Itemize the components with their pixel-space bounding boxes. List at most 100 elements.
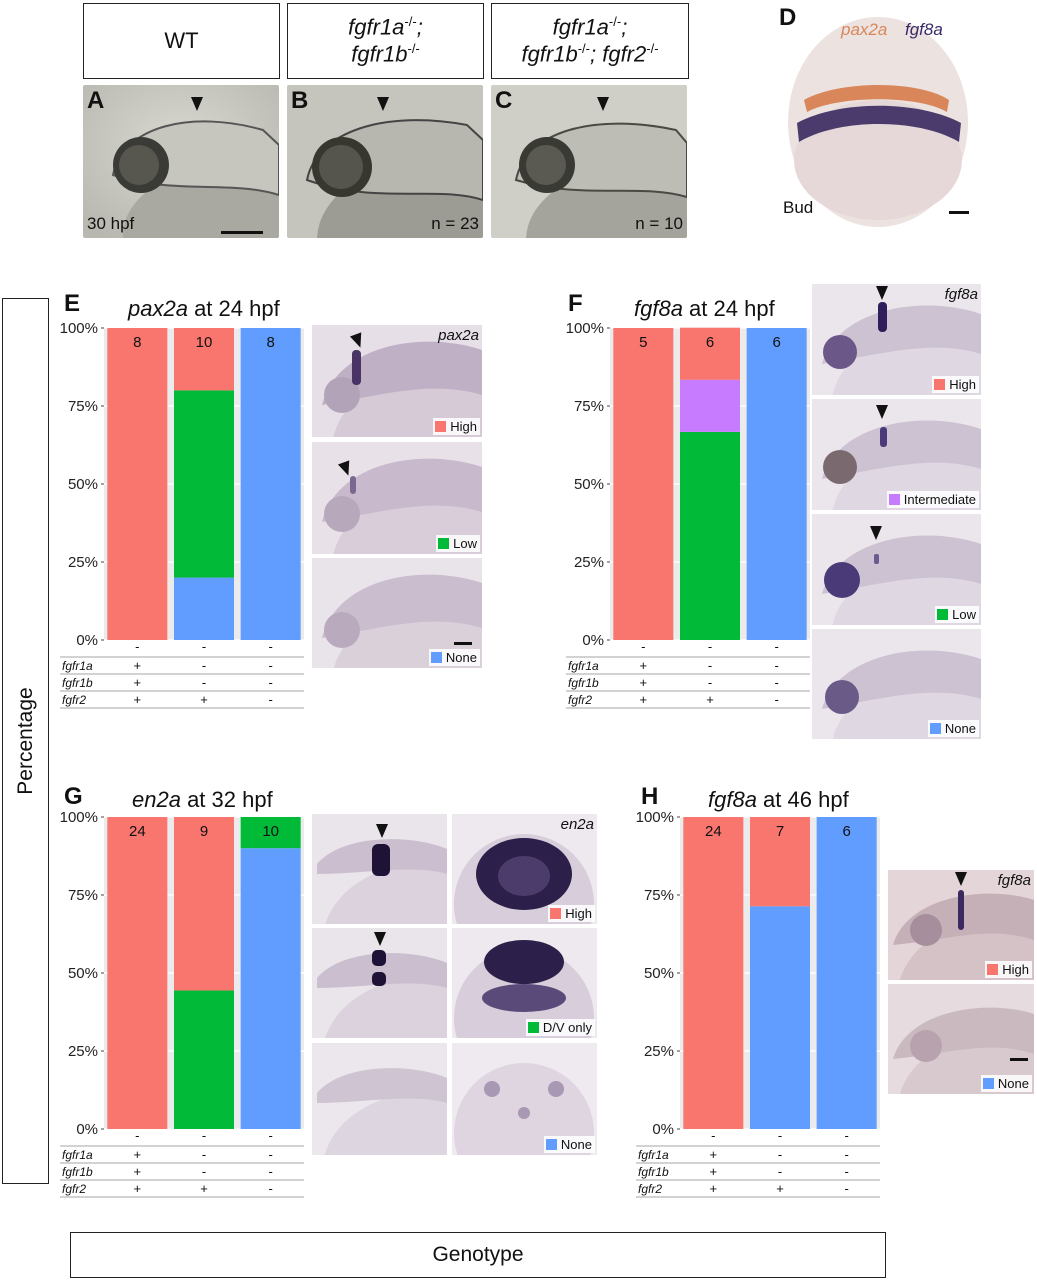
y-tick-label: 0% (652, 1121, 674, 1138)
legend-tag-dv-only: D/V only (525, 1019, 595, 1036)
genotype-sign: - (202, 1164, 206, 1179)
n-label: 7 (776, 823, 784, 840)
expression-image-dv-dorsal: D/V only (452, 928, 597, 1038)
genotype-sign: + (640, 692, 648, 707)
legend-label: None (997, 1076, 1029, 1091)
legend-swatch (982, 1078, 994, 1089)
arrowhead-icon (377, 97, 389, 111)
legend-tag-high: High (985, 961, 1032, 978)
embryo-illustration (83, 85, 279, 238)
chart-title-stage: at 24 hpf (682, 296, 775, 321)
panel-letter: F (568, 290, 583, 317)
legend-label: None (944, 721, 976, 736)
scale-bar (221, 231, 263, 234)
genotype-sign: + (134, 1181, 142, 1196)
panel-letter: B (291, 87, 309, 114)
legend-label: High (565, 906, 592, 921)
x-tick-mark-label: - (135, 639, 139, 654)
x-tick-mark-label: - (711, 1128, 715, 1143)
chart-title-gene: fgf8a (634, 296, 683, 321)
x-tick-mark-label: - (708, 639, 712, 654)
y-tick-label: 75% (68, 398, 98, 415)
genotype-sign: - (774, 692, 778, 707)
expression-image-none: None (312, 558, 482, 668)
stacked-bar-chart-e: 0% 25% 50% 75% 100% 8 - + + +10 - - - +8 - - - - fgfr1a fgf… (60, 322, 304, 709)
genotype-sign: + (710, 1181, 718, 1196)
genotype-sign: + (134, 1164, 142, 1179)
legend-tag-high: High (433, 418, 480, 435)
y-axis-label: Percentage (13, 687, 37, 795)
genotype-sign: + (134, 1147, 142, 1162)
genotype-row-label: fgfr1a (568, 659, 599, 673)
embryo-illustration (287, 85, 483, 238)
legend-swatch (438, 538, 450, 549)
genotype-sign: - (202, 658, 206, 673)
expression-image-none-dorsal: None (452, 1043, 597, 1155)
expression-image-high: fgf8a High (888, 870, 1034, 980)
bar-segment (107, 328, 168, 640)
y-tick-label: 75% (644, 887, 674, 904)
n-label: 6 (706, 334, 714, 351)
bud-embryo-illustration (779, 0, 981, 230)
legend-swatch (987, 964, 999, 975)
x-tick-mark-label: - (202, 1128, 206, 1143)
legend-swatch (888, 494, 900, 505)
genotype-row-label: fgfr2 (62, 693, 86, 707)
superscript: -/- (577, 41, 590, 56)
arrowhead-icon (876, 286, 888, 300)
legend-label: Intermediate (903, 492, 976, 507)
legend-label: Low (453, 536, 477, 551)
chart-title: fgf8a at 46 hpf (708, 787, 849, 813)
bar-segment (240, 328, 301, 640)
genotype-sign: - (268, 1164, 272, 1179)
legend-tag-low: Low (436, 535, 480, 552)
bar-segment (107, 817, 168, 1129)
bar-segment (613, 328, 674, 640)
genotype-sign: - (708, 658, 712, 673)
x-tick-mark-label: - (774, 639, 778, 654)
y-tick-label: 25% (68, 1043, 98, 1060)
genotype-sign: - (202, 1147, 206, 1162)
expression-image-high: fgf8a High (812, 284, 981, 395)
legend-label: Low (952, 607, 976, 622)
genotype-sign: - (844, 1181, 848, 1196)
y-tick-label: 100% (60, 322, 98, 337)
legend-label: None (560, 1137, 592, 1152)
gene-text: fgfr1a (348, 14, 405, 40)
gene-text: ; fgfr2 (590, 41, 647, 67)
panel-letter: G (64, 783, 83, 810)
genotype-sign: - (708, 675, 712, 690)
panel-letter: C (495, 87, 513, 114)
x-tick-mark-label: - (641, 639, 645, 654)
expression-image-high-lateral (312, 814, 447, 924)
gene-label-fgf8a: fgf8a (905, 20, 943, 39)
genotype-sign: + (706, 692, 714, 707)
expression-image-none-lateral (312, 1043, 447, 1155)
n-label: 8 (133, 334, 141, 351)
bar-segment (750, 817, 810, 907)
embryo-photo-b: B n = 23 (287, 85, 483, 238)
genotype-row-label: fgfr1b (638, 1165, 669, 1179)
genotype-sign: + (640, 675, 648, 690)
genotype-row-label: fgfr1b (568, 676, 599, 690)
x-tick-mark-label: - (268, 639, 272, 654)
genotype-sign: + (710, 1164, 718, 1179)
bar-segment (750, 906, 810, 1129)
y-tick-label: 25% (574, 554, 604, 571)
genotype-row-label: fgfr2 (568, 693, 592, 707)
chart-title-gene: en2a (132, 787, 181, 812)
n-label: 5 (639, 334, 647, 351)
gene-label: fgf8a (944, 286, 978, 303)
genotype-box-label: WT (164, 27, 199, 53)
expression-image-low: Low (812, 514, 981, 625)
legend-tag-low: Low (935, 606, 979, 623)
superscript: -/- (608, 14, 622, 30)
genotype-sign: + (710, 1147, 718, 1162)
genotype-sign: - (268, 658, 272, 673)
panel-letter: D (779, 4, 797, 31)
n-label: 10 (262, 823, 279, 840)
genotype-sign: - (202, 675, 206, 690)
legend-label: High (949, 377, 976, 392)
arrowhead-icon (870, 526, 882, 540)
n-label: 24 (705, 823, 722, 840)
